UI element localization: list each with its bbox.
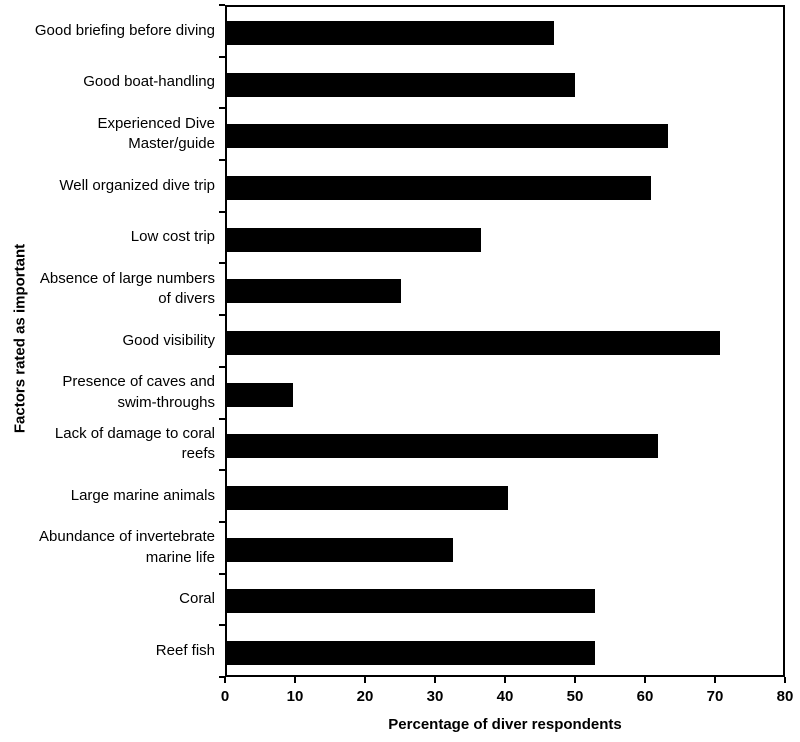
x-tick-label: 80 <box>776 688 794 705</box>
bar-band <box>227 421 783 473</box>
category-label: Good visibility <box>122 331 215 349</box>
category-label: Low cost trip <box>130 228 215 246</box>
x-axis-title: Percentage of diver respondents <box>225 716 785 733</box>
category-label: Absence of large numbers of divers <box>39 269 215 308</box>
bar-band <box>227 627 783 679</box>
category-label: Good briefing before diving <box>34 21 215 39</box>
y-tick <box>219 417 225 420</box>
bar-band <box>227 369 783 421</box>
x-axis-title-text: Percentage of diver respondents <box>388 716 622 733</box>
bar-band <box>227 214 783 266</box>
bar-band <box>227 317 783 369</box>
bar-band <box>227 576 783 628</box>
x-tick <box>714 677 716 683</box>
x-tick-label: 20 <box>356 688 374 705</box>
y-tick <box>219 314 225 317</box>
x-tick-label: 60 <box>636 688 654 705</box>
y-tick <box>219 365 225 368</box>
bar <box>227 382 294 407</box>
x-tick <box>434 677 436 683</box>
y-tick <box>219 262 225 265</box>
y-tick <box>219 520 225 523</box>
x-tick-label: 0 <box>220 688 230 705</box>
bar-band <box>227 472 783 524</box>
y-tick <box>219 469 225 472</box>
bar-band <box>227 59 783 111</box>
x-tick-label: 10 <box>286 688 304 705</box>
x-tick-label: 70 <box>706 688 724 705</box>
bar-band <box>227 524 783 576</box>
plot-area <box>225 5 785 677</box>
x-tick <box>224 677 226 683</box>
category-label: Good boat-handling <box>83 73 215 91</box>
x-tick-label: 30 <box>426 688 444 705</box>
bar <box>227 589 596 614</box>
y-tick <box>219 572 225 575</box>
category-label: Well organized dive trip <box>59 176 215 194</box>
x-tick <box>574 677 576 683</box>
bar <box>227 641 596 666</box>
y-tick <box>219 210 225 213</box>
category-label: Large marine animals <box>70 486 215 504</box>
x-tick <box>504 677 506 683</box>
bar <box>227 279 401 304</box>
x-tick <box>784 677 786 683</box>
y-tick <box>219 4 225 6</box>
x-tick-label: 40 <box>496 688 514 705</box>
bar <box>227 20 554 45</box>
bar <box>227 330 721 355</box>
y-tick <box>219 624 225 627</box>
y-tick <box>219 55 225 58</box>
bar <box>227 486 509 511</box>
category-label: Reef fish <box>155 641 215 659</box>
category-label: Lack of damage to coral reefs <box>54 424 215 463</box>
bar <box>227 227 481 252</box>
x-tick <box>644 677 646 683</box>
x-tick <box>364 677 366 683</box>
y-tick <box>219 676 225 678</box>
bar <box>227 175 651 200</box>
bar-band <box>227 7 783 59</box>
category-axis-labels: Good briefing before diving Good boat-han… <box>0 5 215 677</box>
x-tick-label: 50 <box>566 688 584 705</box>
bar <box>227 124 669 149</box>
category-label: Experienced Dive Master/guide <box>97 114 215 153</box>
y-tick <box>219 107 225 110</box>
bar <box>227 434 658 459</box>
bar-band <box>227 265 783 317</box>
category-label: Coral <box>179 590 215 608</box>
bar-band <box>227 162 783 214</box>
bar <box>227 72 575 97</box>
category-label: Abundance of invertebrate marine life <box>39 528 215 566</box>
y-tick <box>219 159 225 162</box>
category-label: Presence of caves and swim-throughs <box>62 373 215 411</box>
bar-band <box>227 110 783 162</box>
x-tick <box>294 677 296 683</box>
bar <box>227 537 453 562</box>
